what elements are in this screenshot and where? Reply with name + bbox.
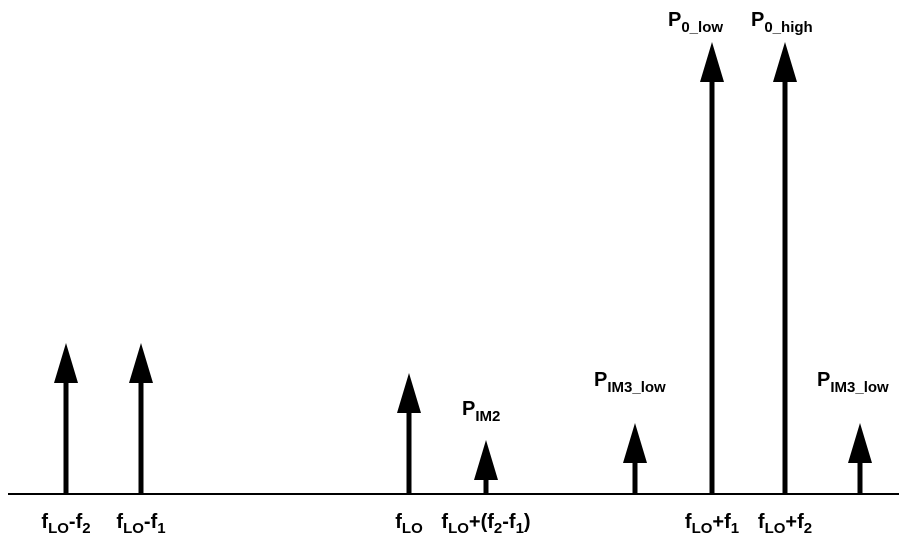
tone-lo: fLO bbox=[395, 373, 423, 534]
tone-im3-low-left: PIM3_low bbox=[594, 369, 666, 494]
frequency-label: fLO bbox=[395, 511, 423, 534]
frequency-label: fLO-f2 bbox=[41, 511, 90, 534]
power-label: P0_high bbox=[751, 9, 813, 36]
tone-lo-minus-f1: fLO-f1 bbox=[116, 343, 166, 534]
frequency-label: fLO+f1 bbox=[685, 511, 739, 534]
frequency-label: fLO+f2 bbox=[758, 511, 812, 534]
arrow-head-icon bbox=[474, 440, 498, 480]
arrow-head-icon bbox=[700, 42, 724, 82]
tone-im3-low-right: PIM3_low bbox=[817, 369, 889, 494]
power-label: P0_low bbox=[668, 9, 723, 36]
frequency-label: fLO-f1 bbox=[116, 511, 165, 534]
frequency-label: fLO+(f2-f1) bbox=[441, 511, 530, 534]
arrow-head-icon bbox=[773, 42, 797, 82]
tone-lo-plus-f1: fLO+f1 P0_low bbox=[668, 9, 739, 534]
power-label: PIM2 bbox=[462, 398, 500, 425]
arrow-head-icon bbox=[129, 343, 153, 383]
power-label: PIM3_low bbox=[817, 369, 889, 396]
tone-group: fLO-f2 fLO-f1 fLO fLO+(f2-f1)PIM2PIM3_lowfL… bbox=[41, 9, 889, 534]
tone-lo-plus-f2-minus-f1: fLO+(f2-f1) PIM2 bbox=[441, 398, 530, 534]
power-label: PIM3_low bbox=[594, 369, 666, 396]
arrow-head-icon bbox=[397, 373, 421, 413]
arrow-head-icon bbox=[623, 423, 647, 463]
tone-lo-minus-f2: fLO-f2 bbox=[41, 343, 91, 534]
tone-lo-plus-f2: fLO+f2 P0_high bbox=[751, 9, 813, 534]
arrow-head-icon bbox=[848, 423, 872, 463]
arrow-head-icon bbox=[54, 343, 78, 383]
